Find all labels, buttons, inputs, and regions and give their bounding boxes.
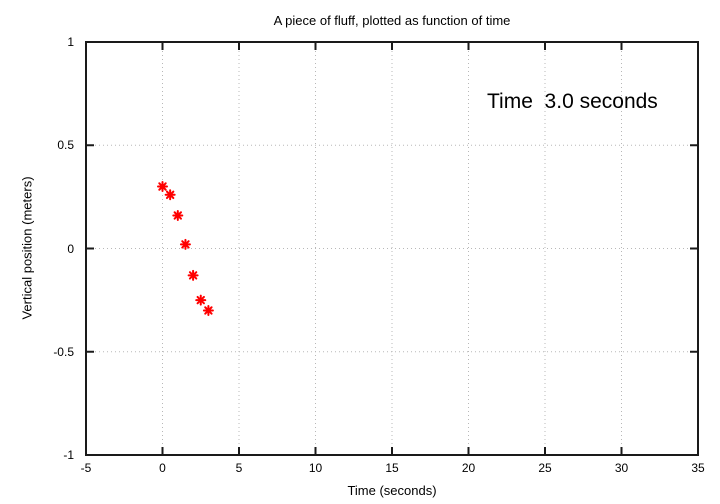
data-point-marker (172, 209, 184, 221)
x-tick-label: 25 (538, 461, 552, 475)
y-axis-label: Vertical position (meters) (19, 176, 35, 320)
y-tick-label: -1 (63, 448, 74, 462)
x-tick-label: 35 (691, 461, 705, 475)
x-tick-label: -5 (80, 461, 92, 475)
x-axis-label: Time (seconds) (347, 483, 437, 498)
data-point-marker (164, 189, 176, 201)
y-tick-label: -0.5 (53, 344, 74, 359)
data-point-marker (187, 269, 199, 281)
x-tick-label: 15 (385, 461, 399, 475)
x-tick-label: 30 (614, 461, 629, 475)
data-point-marker (179, 238, 191, 250)
plot-border (85, 41, 699, 456)
y-tick-label: 0.5 (57, 138, 74, 153)
time-annotation: Time 3.0 seconds (487, 90, 658, 113)
x-tick-label: 10 (308, 461, 323, 475)
y-tick-label: 0 (67, 241, 74, 256)
data-point-marker (157, 181, 168, 193)
x-tick-label: 20 (461, 461, 476, 475)
data-point-marker (195, 294, 207, 306)
y-tick-label: 1 (67, 35, 74, 49)
x-tick-label: 0 (159, 461, 166, 475)
chart-title: A piece of fluff, plotted as function of… (273, 13, 511, 28)
data-point-marker (202, 304, 214, 316)
x-tick-label: 5 (235, 461, 243, 475)
